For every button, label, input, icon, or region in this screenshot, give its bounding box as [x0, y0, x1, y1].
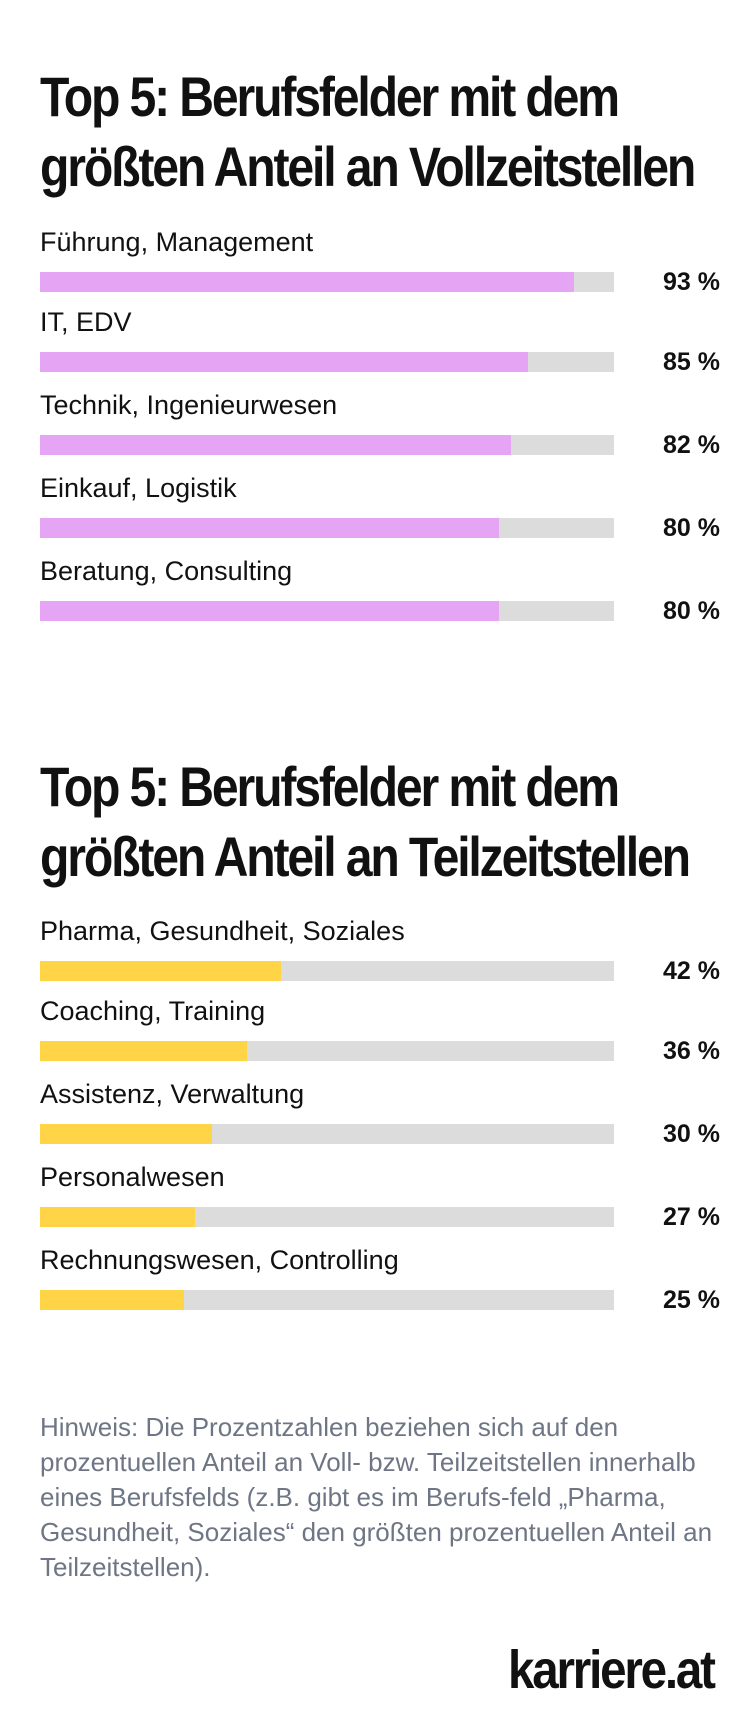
parttime-bar-label: Personalwesen: [40, 1162, 225, 1192]
fulltime-bar-row: IT, EDV 85 %: [40, 305, 720, 395]
parttime-bar-value: 30 %: [663, 1120, 720, 1148]
fulltime-bar-row: Technik, Ingenieurwesen 82 %: [40, 388, 720, 478]
parttime-bar: [40, 1041, 247, 1061]
fulltime-bar-label: Einkauf, Logistik: [40, 473, 237, 503]
parttime-chart: Top 5: Berufsfelder mit dem größten Ante…: [40, 752, 720, 1314]
fulltime-bar: [40, 352, 528, 372]
fulltime-chart: Top 5: Berufsfelder mit dem größten Ante…: [40, 62, 720, 625]
parttime-bar-row: Personalwesen 27 %: [40, 1160, 720, 1250]
parttime-bar-track: [40, 961, 614, 981]
parttime-bar-value: 27 %: [663, 1203, 720, 1231]
fulltime-bar-row: Einkauf, Logistik 80 %: [40, 471, 720, 561]
parttime-bar-track: [40, 1041, 614, 1061]
parttime-title-line-1: Top 5: Berufsfelder mit dem: [40, 755, 620, 818]
parttime-bar-label: Assistenz, Verwaltung: [40, 1079, 305, 1109]
parttime-bar-value: 36 %: [663, 1037, 720, 1065]
parttime-bar-row: Pharma, Gesundheit, Soziales 42 %: [40, 914, 720, 1004]
fulltime-bar-label: Technik, Ingenieurwesen: [40, 390, 338, 420]
parttime-bar-value: 25 %: [663, 1286, 720, 1314]
fulltime-bar-value: 93 %: [663, 268, 720, 296]
parttime-bar-label: Pharma, Gesundheit, Soziales: [40, 916, 405, 946]
fulltime-bar-label: IT, EDV: [40, 307, 132, 337]
parttime-bar: [40, 1207, 195, 1227]
parttime-bar-row: Coaching, Training 36 %: [40, 994, 720, 1084]
parttime-bar-track: [40, 1207, 614, 1227]
fulltime-bar-track: [40, 435, 614, 455]
parttime-bar: [40, 961, 282, 981]
fulltime-bar-value: 85 %: [663, 348, 720, 376]
footnote: Hinweis: Die Prozentzahlen beziehen sich…: [40, 1412, 713, 1582]
parttime-bar-row: Assistenz, Verwaltung 30 %: [40, 1077, 720, 1167]
fulltime-bar: [40, 518, 500, 538]
fulltime-bar-label: Beratung, Consulting: [40, 556, 293, 586]
parttime-chart-title: Top 5: Berufsfelder mit dem größten Ante…: [40, 752, 719, 892]
parttime-bar-track: [40, 1124, 614, 1144]
parttime-bar: [40, 1290, 184, 1310]
fulltime-bar: [40, 435, 511, 455]
fulltime-title-line-1: Top 5: Berufsfelder mit dem: [40, 65, 620, 128]
fulltime-bar: [40, 272, 574, 292]
fulltime-bar-label: Führung, Management: [40, 227, 314, 257]
parttime-bar-label: Coaching, Training: [40, 996, 266, 1026]
parttime-title-line-2: größten Anteil an Teilzeitstellen: [40, 825, 691, 888]
fulltime-chart-title: Top 5: Berufsfelder mit dem größten Ante…: [40, 62, 719, 202]
parttime-bar-track: [40, 1290, 614, 1310]
fulltime-bar: [40, 601, 500, 621]
fulltime-bar-value: 80 %: [663, 597, 720, 625]
fulltime-bar-track: [40, 601, 614, 621]
parttime-bar: [40, 1124, 213, 1144]
parttime-bar-row: Rechnungswesen, Controlling 25 %: [40, 1243, 720, 1333]
fulltime-title-line-2: größten Anteil an Vollzeitstellen: [40, 135, 696, 198]
fulltime-bar-value: 82 %: [663, 431, 720, 459]
fulltime-bar-track: [40, 518, 614, 538]
parttime-bar-label: Rechnungswesen, Controlling: [40, 1245, 399, 1275]
fulltime-bar-row: Beratung, Consulting 80 %: [40, 554, 720, 644]
fulltime-bar-track: [40, 352, 614, 372]
fulltime-bar-value: 80 %: [663, 514, 720, 542]
fulltime-bar-track: [40, 272, 614, 292]
parttime-bar-value: 42 %: [663, 957, 720, 985]
brand-logo: karriere.at: [508, 1640, 716, 1700]
fulltime-bar-row: Führung, Management 93 %: [40, 225, 720, 315]
